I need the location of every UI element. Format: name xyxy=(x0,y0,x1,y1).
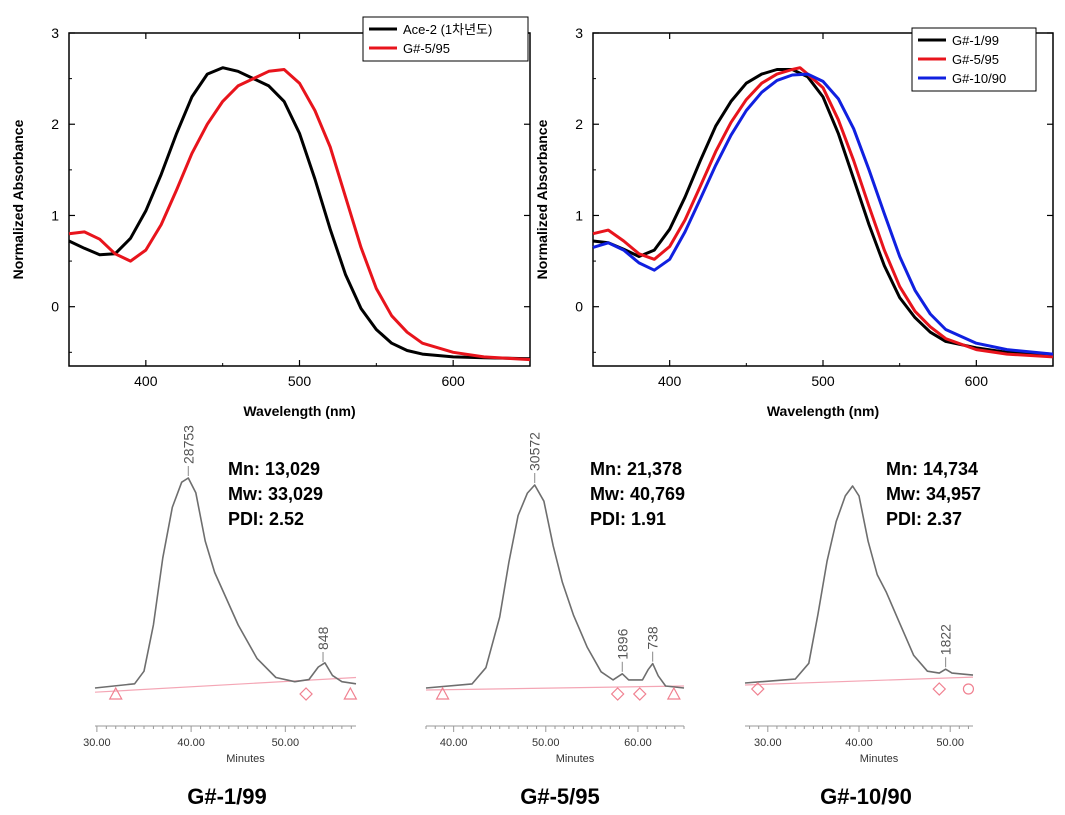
x-tick-label: 400 xyxy=(658,373,682,389)
gpc-tick-label: 40.00 xyxy=(440,737,468,749)
circle-marker xyxy=(962,683,975,695)
mn-value: Mn: 14,734 xyxy=(886,459,978,479)
y-tick-label: 1 xyxy=(51,207,59,223)
y-tick-label: 0 xyxy=(51,299,59,315)
gpc-tick-label: 50.00 xyxy=(272,737,300,749)
gpc-tick-label: 50.00 xyxy=(532,737,560,749)
gpc-tick-label: 40.00 xyxy=(177,737,205,749)
mn-value: Mn: 13,029 xyxy=(228,459,320,479)
gpc-chart-3: 30.00 40.00 50.00 Minutes 1822 Mn: 14,734 Mw: … xyxy=(744,459,981,809)
diamond-marker xyxy=(610,687,625,701)
diamond-marker xyxy=(632,687,647,701)
diamond-marker xyxy=(299,687,313,701)
gpc-baseline xyxy=(94,676,357,693)
gpc-trace xyxy=(425,484,685,689)
peak-label: 848 xyxy=(315,626,331,650)
series-line-G#-1/99 xyxy=(592,68,1054,356)
triangle-marker xyxy=(666,686,681,700)
gpc-tick-label: 50.00 xyxy=(936,737,964,749)
legend-entry: G#-1/99 xyxy=(952,33,999,48)
gpc-chart-2: 40.00 50.00 60.00 Minutes 30572 1896 738 Mn: 21… xyxy=(425,432,685,809)
y-tick-label: 2 xyxy=(575,116,583,132)
absorbance-chart-2: 400 500 600 0 1 2 3 Wavelength (nm) Normalized A… xyxy=(534,25,1054,419)
y-axis-title: Normalized Absorbance xyxy=(10,119,26,279)
legend-entry: G#-10/90 xyxy=(952,71,1006,86)
peak-label: 28753 xyxy=(180,425,196,464)
peak-label: 1822 xyxy=(938,624,954,655)
gpc-tick-label: 30.00 xyxy=(83,737,111,749)
gpc-chart-1: 30.00 40.00 50.00 Minutes 28753 848 Mn: 13,029… xyxy=(83,425,358,809)
pdi-value: PDI: 1.91 xyxy=(590,509,666,529)
peak-label: 30572 xyxy=(527,432,543,471)
gpc-tick-label: 40.00 xyxy=(845,737,873,749)
gpc-trace xyxy=(744,485,974,684)
x-tick-label: 500 xyxy=(811,373,835,389)
legend-entry: G#-5/95 xyxy=(403,41,450,56)
x-tick-label: 500 xyxy=(288,373,312,389)
triangle-marker xyxy=(108,686,123,700)
legend-box xyxy=(362,16,529,62)
sample-name: G#-1/99 xyxy=(187,784,267,809)
x-tick-label: 400 xyxy=(134,373,158,389)
mw-value: Mw: 34,957 xyxy=(886,484,981,504)
gpc-axis-title: Minutes xyxy=(226,753,265,765)
peak-label: 738 xyxy=(645,626,661,650)
y-tick-label: 0 xyxy=(575,299,583,315)
diamond-marker xyxy=(932,682,947,696)
series-line-G#-5/95 xyxy=(592,66,1054,359)
x-tick-label: 600 xyxy=(441,373,465,389)
gpc-tick-label: 30.00 xyxy=(754,737,782,749)
sample-name: G#-5/95 xyxy=(520,784,600,809)
series-line-G#-5/95 xyxy=(68,68,531,362)
x-axis-title: Wavelength (nm) xyxy=(767,403,879,419)
x-tick-label: 600 xyxy=(965,373,989,389)
triangle-marker xyxy=(435,686,450,700)
absorbance-chart-1: 400 500 600 0 1 2 3 Wavelength (nm) Normalized A… xyxy=(10,16,531,419)
triangle-marker xyxy=(343,686,358,700)
gpc-axis-title: Minutes xyxy=(556,753,595,765)
legend-entry: Ace-2 (1차년도) xyxy=(403,22,492,37)
gpc-axis-title: Minutes xyxy=(860,753,899,765)
pdi-value: PDI: 2.52 xyxy=(228,509,304,529)
y-tick-label: 2 xyxy=(51,116,59,132)
mn-value: Mn: 21,378 xyxy=(590,459,682,479)
peak-label: 1896 xyxy=(614,628,630,659)
mw-value: Mw: 33,029 xyxy=(228,484,323,504)
mw-value: Mw: 40,769 xyxy=(590,484,685,504)
sample-name: G#-10/90 xyxy=(820,784,912,809)
series-line-Ace-2 (1차년도) xyxy=(68,66,531,361)
diamond-marker xyxy=(750,682,765,696)
y-tick-label: 3 xyxy=(51,25,59,41)
gpc-baseline xyxy=(425,685,685,691)
gpc-trace xyxy=(94,477,357,689)
y-axis-title: Normalized Absorbance xyxy=(534,119,550,279)
x-axis-title: Wavelength (nm) xyxy=(243,403,355,419)
y-tick-label: 3 xyxy=(575,25,583,41)
y-tick-label: 1 xyxy=(575,207,583,223)
gpc-tick-label: 60.00 xyxy=(624,737,652,749)
legend-entry: G#-5/95 xyxy=(952,52,999,67)
pdi-value: PDI: 2.37 xyxy=(886,509,962,529)
series-line-G#-10/90 xyxy=(592,72,1054,356)
gpc-baseline xyxy=(744,676,974,686)
